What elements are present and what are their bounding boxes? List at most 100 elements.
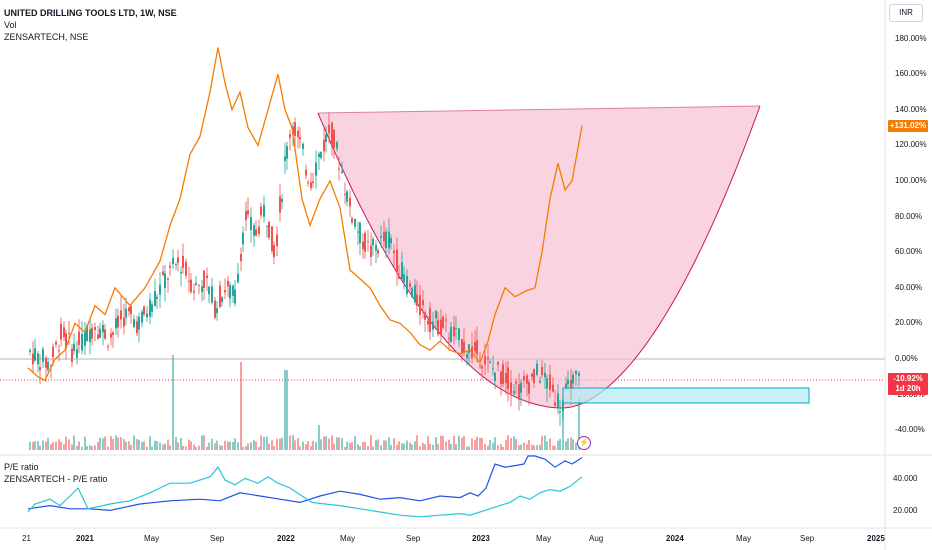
pe-series-legend[interactable]: ZENSARTECH - P/E ratio	[4, 474, 108, 484]
candle-body	[505, 373, 507, 384]
volume-bar	[393, 438, 395, 450]
candle-body	[559, 411, 561, 413]
currency-button[interactable]: INR	[889, 4, 923, 22]
candle-body	[159, 284, 161, 295]
candle-body	[492, 368, 494, 370]
volume-bar	[448, 439, 450, 450]
pe-tick-label: 20.000	[893, 506, 918, 515]
volume-bar	[206, 446, 208, 450]
volume-bar	[177, 442, 179, 450]
volume-bar	[198, 445, 200, 450]
candle-body	[206, 275, 208, 278]
candle-body	[474, 341, 476, 351]
candle-body	[302, 143, 304, 149]
volume-bar	[128, 441, 130, 450]
volume-bar	[216, 440, 218, 450]
candle-body	[279, 196, 281, 213]
candle-body	[164, 273, 166, 289]
candle-body	[297, 130, 299, 138]
volume-bar	[130, 444, 132, 450]
time-tick-label: Sep	[406, 534, 421, 543]
candle-body	[110, 333, 112, 338]
volume-bar	[494, 437, 496, 450]
candle-body	[149, 299, 151, 317]
volume-bar	[432, 444, 434, 450]
volume-bar	[320, 439, 322, 450]
candle-body	[507, 367, 509, 389]
candle-body	[398, 276, 400, 279]
candle-body	[331, 122, 333, 148]
candle-body	[271, 226, 273, 251]
overlays	[562, 387, 810, 404]
volume-bar	[73, 435, 75, 450]
candle-body	[502, 364, 504, 385]
candle-body	[128, 307, 130, 312]
pe-pane-title[interactable]: P/E ratio	[4, 462, 39, 472]
candle-body	[341, 171, 343, 173]
candle-body	[73, 343, 75, 351]
volume-bar	[102, 438, 104, 450]
volume-bar	[281, 437, 283, 450]
volume-legend[interactable]: Vol	[4, 20, 17, 30]
candle-body	[133, 319, 135, 328]
candle-body	[315, 162, 317, 176]
cup-pattern-drawing[interactable]	[317, 105, 761, 409]
symbol-title[interactable]: UNITED DRILLING TOOLS LTD, 1W, NSE	[4, 8, 177, 18]
compare-legend[interactable]: ZENSARTECH, NSE	[4, 32, 89, 42]
volume-bar	[208, 442, 210, 450]
volume-bar	[211, 438, 213, 450]
volume-bar	[554, 445, 556, 450]
volume-bar	[115, 435, 117, 450]
candle-body	[240, 254, 242, 262]
volume-bar	[502, 446, 504, 450]
volume-bar	[242, 446, 244, 450]
candle-body	[354, 218, 356, 227]
candle-body	[518, 384, 520, 400]
volume-bar	[159, 442, 161, 450]
candle-body	[419, 295, 421, 316]
volume-bar	[162, 444, 164, 450]
volume-bar	[489, 440, 491, 450]
volume-bar	[123, 439, 125, 450]
volume-bar	[533, 445, 535, 450]
volume-bar	[112, 439, 114, 450]
time-tick-label: 21	[22, 534, 31, 543]
volume-bar	[544, 435, 546, 450]
candle-body	[489, 361, 491, 363]
volume-bar	[440, 435, 442, 450]
volume-bar	[86, 446, 88, 450]
volume-bar	[367, 445, 369, 450]
candle-body	[479, 365, 481, 367]
volume-bar	[562, 408, 564, 450]
candle-body	[294, 122, 296, 136]
compare-last-value-badge: +131.02%	[888, 120, 928, 132]
lightning-icon[interactable]: ⚡	[577, 436, 591, 450]
candle-body	[94, 326, 96, 331]
candle-body	[289, 134, 291, 138]
volume-bar	[520, 444, 522, 450]
volume-bar	[292, 435, 294, 450]
volume-bar	[237, 442, 239, 450]
candle-body	[377, 250, 379, 254]
candle-body	[557, 393, 559, 408]
volume-bar	[37, 441, 39, 450]
volume-bar	[224, 440, 226, 450]
volume-bar	[89, 445, 91, 450]
candle-body	[258, 226, 260, 234]
volume-bar	[193, 444, 195, 450]
volume-bar	[427, 436, 429, 450]
candle-body	[310, 182, 312, 189]
volume-bar	[55, 441, 57, 450]
candle-body	[123, 317, 125, 327]
candle-body	[432, 321, 434, 330]
volume-bar	[505, 440, 507, 450]
volume-bar	[42, 440, 44, 450]
candle-body	[544, 372, 546, 378]
time-tick-label: May	[144, 534, 160, 543]
volume-bar	[305, 444, 307, 450]
volume-bar	[575, 442, 577, 450]
volume-bar	[385, 440, 387, 450]
candle-body	[346, 191, 348, 202]
candle-body	[208, 286, 210, 295]
